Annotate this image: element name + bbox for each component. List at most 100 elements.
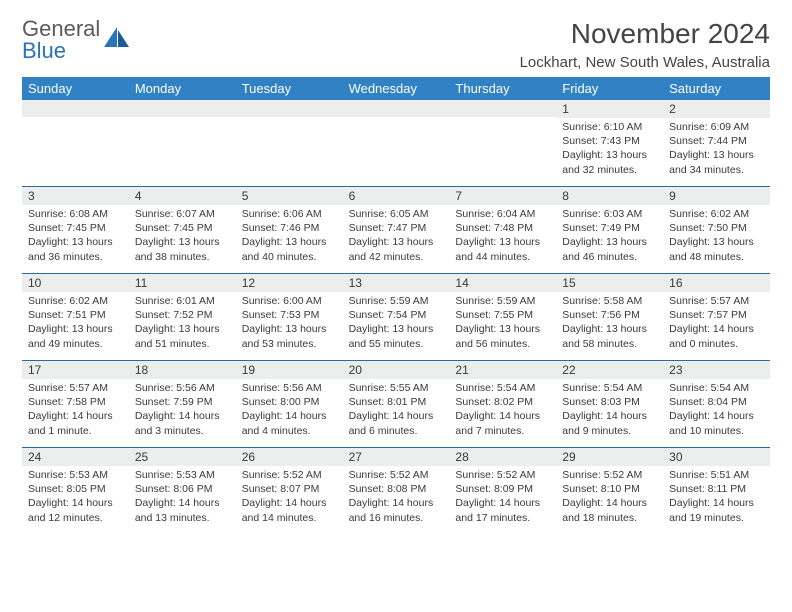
daylight-text: Daylight: 13 hours and 51 minutes. (135, 322, 230, 350)
daylight-text: Daylight: 13 hours and 58 minutes. (562, 322, 657, 350)
sunset-text: Sunset: 7:52 PM (135, 308, 230, 322)
sunrise-text: Sunrise: 5:53 AM (135, 468, 230, 482)
sunrise-text: Sunrise: 5:51 AM (669, 468, 764, 482)
weekday-label: Wednesday (343, 77, 450, 100)
sunset-text: Sunset: 7:43 PM (562, 134, 657, 148)
daylight-text: Daylight: 13 hours and 40 minutes. (242, 235, 337, 263)
day-info: Sunrise: 6:06 AMSunset: 7:46 PMDaylight:… (236, 205, 343, 268)
calendar-cell: 16Sunrise: 5:57 AMSunset: 7:57 PMDayligh… (663, 274, 770, 360)
day-info: Sunrise: 6:01 AMSunset: 7:52 PMDaylight:… (129, 292, 236, 355)
day-number: 14 (449, 274, 556, 292)
sunset-text: Sunset: 8:11 PM (669, 482, 764, 496)
calendar-cell: 11Sunrise: 6:01 AMSunset: 7:52 PMDayligh… (129, 274, 236, 360)
sunrise-text: Sunrise: 5:54 AM (562, 381, 657, 395)
daylight-text: Daylight: 14 hours and 4 minutes. (242, 409, 337, 437)
sunset-text: Sunset: 8:06 PM (135, 482, 230, 496)
sunrise-text: Sunrise: 5:52 AM (455, 468, 550, 482)
calendar-cell: 2Sunrise: 6:09 AMSunset: 7:44 PMDaylight… (663, 100, 770, 186)
daylight-text: Daylight: 14 hours and 19 minutes. (669, 496, 764, 524)
sunrise-text: Sunrise: 6:06 AM (242, 207, 337, 221)
sunset-text: Sunset: 8:03 PM (562, 395, 657, 409)
day-number: 6 (343, 187, 450, 205)
day-info: Sunrise: 6:07 AMSunset: 7:45 PMDaylight:… (129, 205, 236, 268)
calendar-cell (22, 100, 129, 186)
sunrise-text: Sunrise: 6:04 AM (455, 207, 550, 221)
brand-bottom: Blue (22, 40, 100, 62)
day-info: Sunrise: 6:00 AMSunset: 7:53 PMDaylight:… (236, 292, 343, 355)
sunset-text: Sunset: 8:07 PM (242, 482, 337, 496)
day-info: Sunrise: 5:59 AMSunset: 7:55 PMDaylight:… (449, 292, 556, 355)
sunrise-text: Sunrise: 6:02 AM (28, 294, 123, 308)
brand-top: General (22, 18, 100, 40)
sunrise-text: Sunrise: 6:00 AM (242, 294, 337, 308)
sunrise-text: Sunrise: 5:53 AM (28, 468, 123, 482)
day-number: 12 (236, 274, 343, 292)
weekday-label: Tuesday (236, 77, 343, 100)
daylight-text: Daylight: 14 hours and 13 minutes. (135, 496, 230, 524)
sunrise-text: Sunrise: 6:07 AM (135, 207, 230, 221)
daylight-text: Daylight: 14 hours and 10 minutes. (669, 409, 764, 437)
sunset-text: Sunset: 8:04 PM (669, 395, 764, 409)
logo-sail-icon (104, 27, 130, 55)
day-number (236, 100, 343, 117)
daylight-text: Daylight: 14 hours and 14 minutes. (242, 496, 337, 524)
calendar-week: 10Sunrise: 6:02 AMSunset: 7:51 PMDayligh… (22, 273, 770, 360)
calendar-cell (343, 100, 450, 186)
day-info: Sunrise: 5:59 AMSunset: 7:54 PMDaylight:… (343, 292, 450, 355)
daylight-text: Daylight: 14 hours and 12 minutes. (28, 496, 123, 524)
sunset-text: Sunset: 7:53 PM (242, 308, 337, 322)
sunset-text: Sunset: 7:59 PM (135, 395, 230, 409)
daylight-text: Daylight: 13 hours and 42 minutes. (349, 235, 444, 263)
sunrise-text: Sunrise: 6:10 AM (562, 120, 657, 134)
weekday-label: Friday (556, 77, 663, 100)
calendar-cell: 29Sunrise: 5:52 AMSunset: 8:10 PMDayligh… (556, 448, 663, 534)
sunset-text: Sunset: 8:09 PM (455, 482, 550, 496)
sunrise-text: Sunrise: 5:56 AM (135, 381, 230, 395)
day-info: Sunrise: 6:03 AMSunset: 7:49 PMDaylight:… (556, 205, 663, 268)
calendar-cell: 19Sunrise: 5:56 AMSunset: 8:00 PMDayligh… (236, 361, 343, 447)
day-number: 18 (129, 361, 236, 379)
day-info: Sunrise: 6:02 AMSunset: 7:50 PMDaylight:… (663, 205, 770, 268)
calendar-cell (236, 100, 343, 186)
sunset-text: Sunset: 7:51 PM (28, 308, 123, 322)
daylight-text: Daylight: 13 hours and 46 minutes. (562, 235, 657, 263)
day-number: 2 (663, 100, 770, 118)
day-info: Sunrise: 5:54 AMSunset: 8:02 PMDaylight:… (449, 379, 556, 442)
daylight-text: Daylight: 13 hours and 38 minutes. (135, 235, 230, 263)
day-number: 1 (556, 100, 663, 118)
sunrise-text: Sunrise: 5:56 AM (242, 381, 337, 395)
sunset-text: Sunset: 8:05 PM (28, 482, 123, 496)
day-number: 26 (236, 448, 343, 466)
header: General Blue November 2024 Lockhart, New… (22, 18, 770, 71)
day-info: Sunrise: 6:10 AMSunset: 7:43 PMDaylight:… (556, 118, 663, 181)
calendar-cell: 1Sunrise: 6:10 AMSunset: 7:43 PMDaylight… (556, 100, 663, 186)
sunrise-text: Sunrise: 6:03 AM (562, 207, 657, 221)
sunset-text: Sunset: 7:45 PM (135, 221, 230, 235)
calendar-cell: 6Sunrise: 6:05 AMSunset: 7:47 PMDaylight… (343, 187, 450, 273)
sunrise-text: Sunrise: 5:57 AM (669, 294, 764, 308)
calendar-cell: 17Sunrise: 5:57 AMSunset: 7:58 PMDayligh… (22, 361, 129, 447)
day-number (129, 100, 236, 117)
calendar-cell: 20Sunrise: 5:55 AMSunset: 8:01 PMDayligh… (343, 361, 450, 447)
daylight-text: Daylight: 14 hours and 9 minutes. (562, 409, 657, 437)
daylight-text: Daylight: 13 hours and 56 minutes. (455, 322, 550, 350)
day-number (343, 100, 450, 117)
day-number: 17 (22, 361, 129, 379)
sunrise-text: Sunrise: 6:02 AM (669, 207, 764, 221)
sunrise-text: Sunrise: 6:09 AM (669, 120, 764, 134)
daylight-text: Daylight: 14 hours and 17 minutes. (455, 496, 550, 524)
calendar-cell: 21Sunrise: 5:54 AMSunset: 8:02 PMDayligh… (449, 361, 556, 447)
daylight-text: Daylight: 13 hours and 55 minutes. (349, 322, 444, 350)
day-number: 24 (22, 448, 129, 466)
sunset-text: Sunset: 7:49 PM (562, 221, 657, 235)
sunset-text: Sunset: 8:10 PM (562, 482, 657, 496)
daylight-text: Daylight: 14 hours and 0 minutes. (669, 322, 764, 350)
sunrise-text: Sunrise: 6:05 AM (349, 207, 444, 221)
sunset-text: Sunset: 7:44 PM (669, 134, 764, 148)
day-number: 27 (343, 448, 450, 466)
sunset-text: Sunset: 7:57 PM (669, 308, 764, 322)
sunset-text: Sunset: 7:54 PM (349, 308, 444, 322)
day-number: 20 (343, 361, 450, 379)
logo: General Blue (22, 18, 130, 62)
calendar-week: 3Sunrise: 6:08 AMSunset: 7:45 PMDaylight… (22, 186, 770, 273)
